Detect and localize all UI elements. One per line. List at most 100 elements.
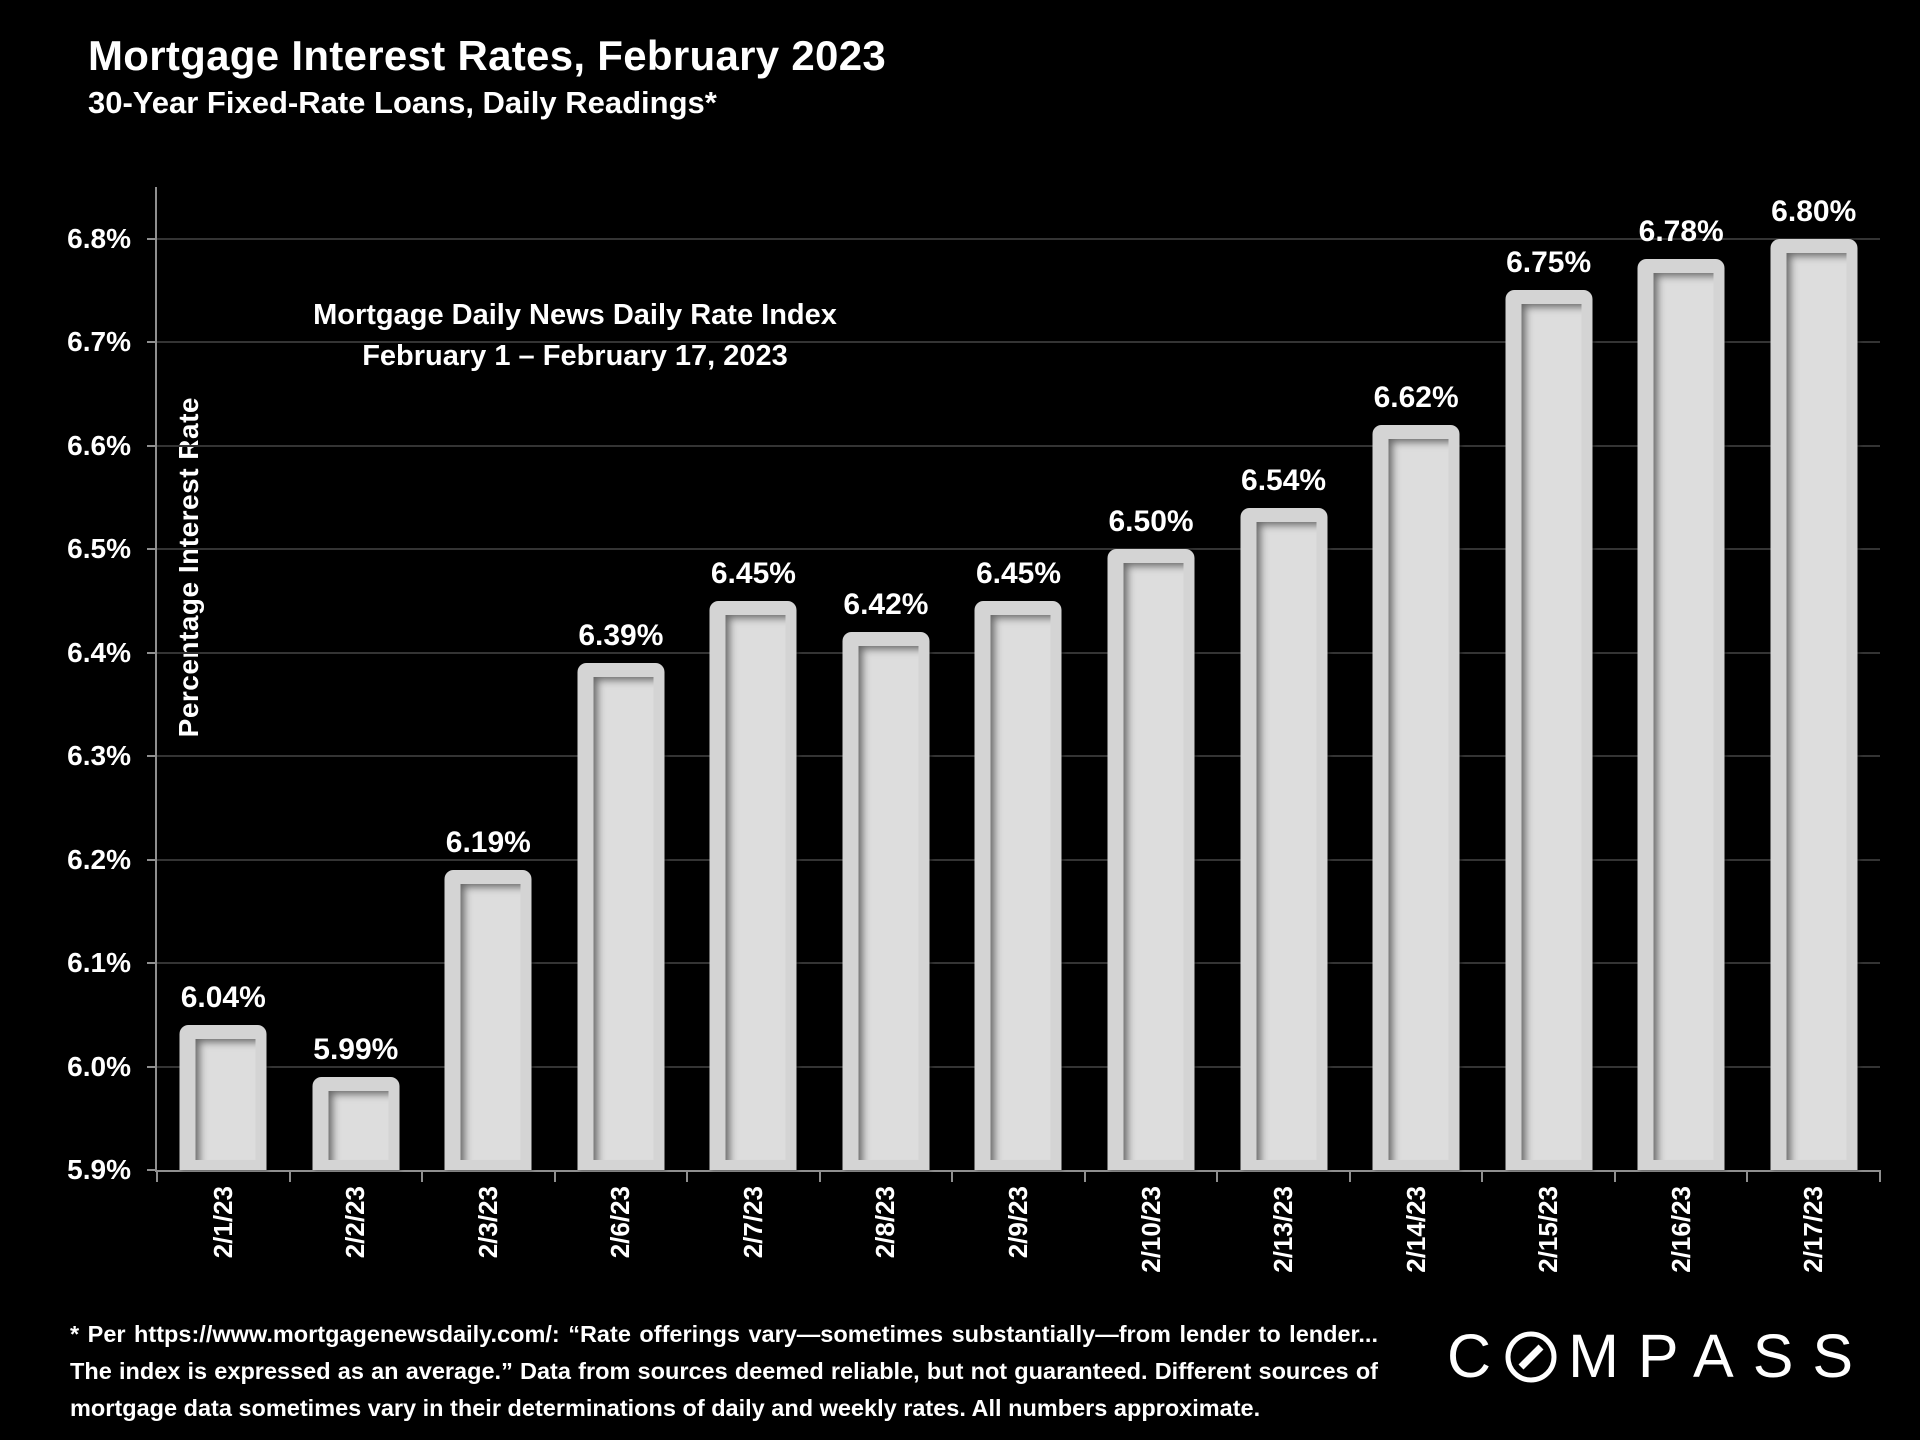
x-axis-tick (1349, 1170, 1351, 1182)
x-tick-label-holder: 2/6/23 (555, 1186, 688, 1258)
gridline (157, 445, 1880, 447)
x-tick-label: 2/17/23 (1798, 1186, 1829, 1273)
bar-2/9/23 (974, 601, 1062, 1170)
x-axis-tick (1216, 1170, 1218, 1182)
bar-2/6/23 (577, 663, 665, 1170)
bar-2/17/23 (1770, 239, 1858, 1170)
x-tick-label-holder: 2/9/23 (952, 1186, 1085, 1258)
bar-slot: 5.99% 2/2/23 (290, 187, 423, 1258)
bar-slot: 6.54% 2/13/23 (1217, 187, 1350, 1273)
x-tick-label-holder: 2/2/23 (290, 1186, 423, 1258)
bar-value-label: 6.45% (710, 557, 796, 590)
plot-area: Percentage Interest Rate Mortgage Daily … (67, 187, 1881, 1273)
bar-2/8/23 (842, 632, 930, 1170)
bar-slot: 6.45% 2/7/23 (687, 187, 820, 1258)
x-tick-label-holder: 2/15/23 (1482, 1186, 1615, 1273)
x-tick-label: 2/15/23 (1533, 1186, 1564, 1273)
x-tick-label: 2/10/23 (1135, 1186, 1166, 1273)
bar-2/15/23 (1505, 290, 1593, 1170)
y-tick-label: 6.6% (67, 430, 131, 461)
y-tick-label: 6.7% (67, 326, 131, 357)
x-tick-label: 2/1/23 (207, 1186, 238, 1259)
y-tick-label: 6.0% (67, 1051, 131, 1082)
bar-slot: 6.04% 2/1/23 (157, 187, 290, 1258)
bar-2/13/23 (1240, 508, 1328, 1170)
bar-value-label: 6.19% (445, 826, 531, 859)
y-axis-tick (147, 755, 157, 757)
gridline (157, 341, 1880, 343)
x-axis-tick (1084, 1170, 1086, 1182)
x-tick-label: 2/9/23 (1002, 1186, 1033, 1259)
page-title: Mortgage Interest Rates, February 2023 (88, 32, 887, 79)
x-axis-tick (289, 1170, 291, 1182)
y-tick-label: 6.8% (67, 223, 131, 254)
x-axis-tick (951, 1170, 953, 1182)
bar-slot: 6.75% 2/15/23 (1482, 187, 1615, 1273)
y-axis-tick (147, 548, 157, 550)
compass-logo: C MPASS (1447, 1326, 1872, 1387)
y-tick-label: 6.1% (67, 947, 131, 978)
header: Mortgage Interest Rates, February 2023 3… (88, 32, 886, 121)
y-axis-tick (147, 238, 157, 240)
gridline (157, 548, 1880, 550)
x-tick-label: 2/13/23 (1268, 1186, 1299, 1273)
bar-value-label: 6.45% (975, 557, 1062, 590)
bar-value-label: 6.42% (843, 588, 929, 621)
y-axis-tick (147, 859, 157, 861)
x-tick-label-holder: 2/10/23 (1085, 1186, 1218, 1273)
x-tick-label: 2/3/23 (472, 1186, 503, 1259)
bar-slot: 6.78% 2/16/23 (1615, 187, 1748, 1273)
bar-2/3/23 (444, 870, 532, 1170)
bar-2/1/23 (179, 1025, 267, 1170)
x-tick-label-holder: 2/13/23 (1217, 1186, 1350, 1273)
bar-2/7/23 (709, 601, 797, 1170)
x-axis-tick (421, 1170, 423, 1182)
x-tick-label-holder: 2/8/23 (820, 1186, 953, 1258)
bar-2/2/23 (312, 1077, 400, 1170)
x-axis-tick (1879, 1170, 1881, 1182)
y-tick-label: 5.9% (67, 1154, 131, 1185)
gridline (157, 238, 1880, 240)
x-tick-label: 2/8/23 (870, 1186, 901, 1259)
bar-value-label: 6.62% (1373, 381, 1459, 414)
y-axis-tick (147, 962, 157, 964)
compass-o-icon (1505, 1331, 1557, 1382)
y-axis-tick (147, 1169, 157, 1171)
x-tick-label-holder: 2/7/23 (687, 1186, 820, 1258)
y-tick-label: 6.3% (67, 740, 131, 771)
bar-value-label: 6.04% (180, 981, 266, 1014)
footnote: * Per https://www.mortgagenewsdaily.com/… (70, 1321, 1378, 1421)
y-tick-label: 6.5% (67, 533, 131, 564)
x-axis-tick (1481, 1170, 1483, 1182)
bar-slot: 6.19% 2/3/23 (422, 187, 555, 1258)
x-tick-label-holder: 2/17/23 (1747, 1186, 1880, 1273)
bar-value-label: 6.54% (1241, 464, 1327, 497)
bar-2/10/23 (1107, 549, 1195, 1170)
bar-slot: 6.42% 2/8/23 (820, 187, 953, 1258)
annotation-line-1: Mortgage Daily News Daily Rate Index (313, 299, 837, 331)
annotation-line-2: February 1 – February 17, 2023 (362, 340, 788, 372)
x-tick-label-holder: 2/14/23 (1350, 1186, 1483, 1273)
y-axis-tick (147, 341, 157, 343)
bar-value-label: 6.75% (1506, 246, 1592, 279)
bar-slot: 6.62% 2/14/23 (1350, 187, 1483, 1273)
x-axis-tick (819, 1170, 821, 1182)
x-tick-label: 2/7/23 (737, 1186, 768, 1259)
x-tick-label-holder: 2/3/23 (422, 1186, 555, 1258)
x-axis-tick (1746, 1170, 1748, 1182)
chart-annotation: Mortgage Daily News Daily Rate Index Feb… (205, 295, 945, 377)
bar-slot: 6.50% 2/10/23 (1085, 187, 1218, 1273)
bar-value-label: 6.78% (1638, 215, 1724, 248)
bar-slot: 6.80% 2/17/23 (1747, 187, 1880, 1273)
x-axis-tick (1614, 1170, 1616, 1182)
x-tick-label: 2/2/23 (340, 1186, 371, 1259)
bar-value-label: 6.50% (1108, 505, 1194, 538)
x-axis-tick (554, 1170, 556, 1182)
bar-slot: 6.39% 2/6/23 (555, 187, 688, 1258)
bar-value-label: 5.99% (313, 1033, 399, 1066)
x-tick-label-holder: 2/1/23 (157, 1186, 290, 1258)
y-tick-label: 6.4% (67, 637, 131, 668)
x-tick-label: 2/6/23 (605, 1186, 636, 1259)
x-tick-label: 2/14/23 (1400, 1186, 1431, 1273)
